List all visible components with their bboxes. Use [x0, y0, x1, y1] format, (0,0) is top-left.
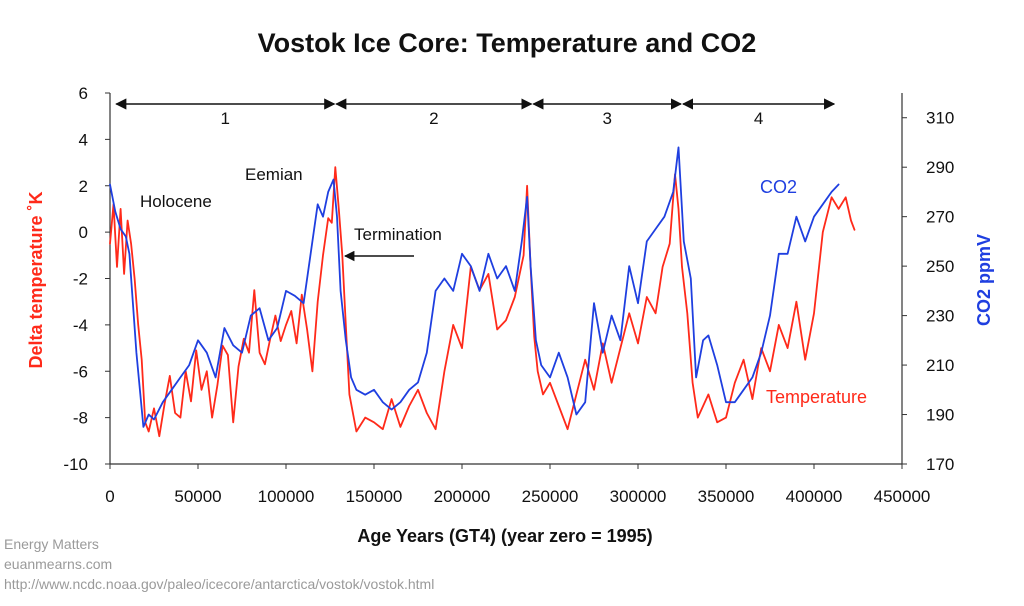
- y-left-tick-label: -8: [73, 409, 88, 428]
- axes: [105, 92, 907, 469]
- y-right-tick-label: 310: [926, 109, 954, 128]
- y-left-tick-label: 6: [79, 84, 88, 103]
- y-left-tick-label: -2: [73, 270, 88, 289]
- y-right-tick-label: 290: [926, 158, 954, 177]
- period-arrows: 1 2 3 4: [115, 98, 836, 128]
- x-tick-label: 450000: [874, 487, 931, 506]
- x-tick-labels: 0 50000 100000 150000 200000 250000 300000 3500…: [105, 487, 930, 506]
- series-group: [109, 146, 856, 438]
- y-right-tick-label: 250: [926, 257, 954, 276]
- y-right-tick-labels: 170 190 210 230 250 270 290 310: [926, 109, 954, 474]
- x-tick-label: 350000: [698, 487, 755, 506]
- footer-line-3: http://www.ncdc.noaa.gov/paleo/icecore/a…: [4, 576, 434, 592]
- y-left-tick-label: 4: [79, 130, 88, 149]
- chart-title: Vostok Ice Core: Temperature and CO2: [258, 28, 757, 58]
- x-axis-label: Age Years (GT4) (year zero = 1995): [357, 526, 652, 546]
- series-line-temperature: [109, 166, 856, 438]
- y-left-tick-label: 2: [79, 177, 88, 196]
- x-tick-label: 400000: [786, 487, 843, 506]
- annotation-termination: Termination: [354, 225, 442, 244]
- x-tick-label: 100000: [258, 487, 315, 506]
- period-label-2: 2: [429, 109, 438, 128]
- x-tick-label: 150000: [346, 487, 403, 506]
- footer-line-1: Energy Matters: [4, 536, 99, 552]
- period-label-1: 1: [221, 109, 230, 128]
- series-line-co2: [109, 146, 840, 428]
- y-right-tick-label: 210: [926, 356, 954, 375]
- y-left-tick-label: -4: [73, 316, 88, 335]
- x-tick-label: 300000: [610, 487, 667, 506]
- y-right-tick-label: 270: [926, 208, 954, 227]
- annotation-eemian: Eemian: [245, 165, 303, 184]
- x-tick-label: 0: [105, 487, 114, 506]
- footer-line-2: euanmearns.com: [4, 556, 112, 572]
- x-tick-label: 200000: [434, 487, 491, 506]
- y-right-tick-label: 230: [926, 307, 954, 326]
- y-left-tick-label: 0: [79, 223, 88, 242]
- y-left-tick-label: -10: [63, 455, 88, 474]
- y-right-tick-label: 190: [926, 406, 954, 425]
- x-tick-label: 50000: [174, 487, 221, 506]
- period-label-4: 4: [754, 109, 763, 128]
- annotation-holocene: Holocene: [140, 192, 212, 211]
- y-left-tick-label: -6: [73, 362, 88, 381]
- series-label-co2: CO2: [760, 177, 797, 197]
- period-label-3: 3: [602, 109, 611, 128]
- y-axis-left-label: Delta temperature ˚K: [26, 191, 46, 368]
- y-right-tick-label: 170: [926, 455, 954, 474]
- y-axis-right-label: CO2 ppmV: [974, 234, 994, 326]
- y-left-tick-labels: -10 -8 -6 -4 -2 0 2 4 6: [63, 84, 88, 474]
- x-tick-label: 250000: [522, 487, 579, 506]
- series-label-temperature: Temperature: [766, 387, 867, 407]
